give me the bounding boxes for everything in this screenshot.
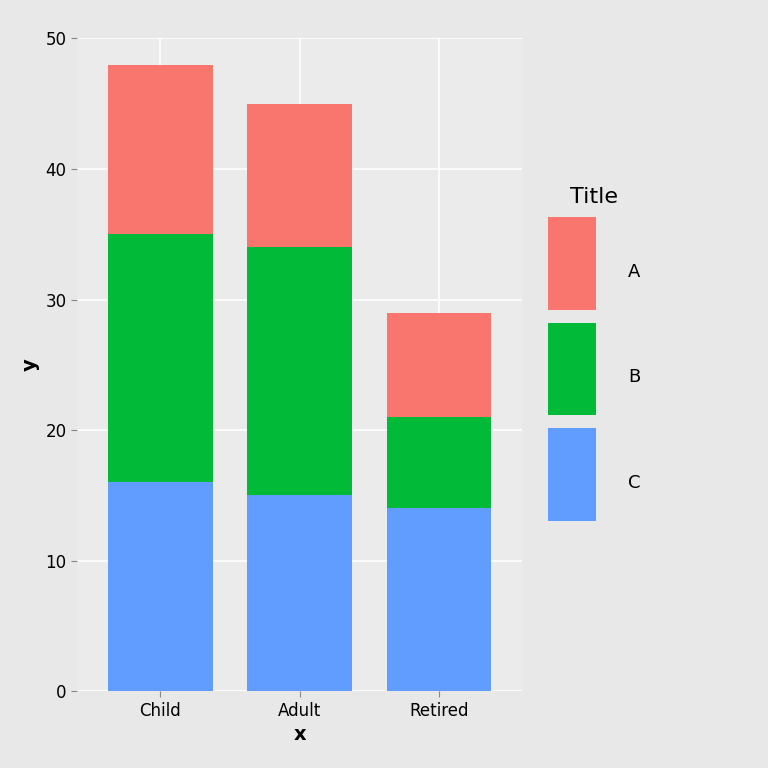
- Bar: [386, 508, 491, 691]
- Bar: [247, 247, 352, 495]
- Text: A: A: [628, 263, 641, 281]
- Bar: [247, 495, 352, 691]
- X-axis label: x: x: [293, 725, 306, 744]
- FancyBboxPatch shape: [548, 323, 596, 415]
- FancyBboxPatch shape: [548, 217, 596, 310]
- Bar: [108, 482, 213, 691]
- Y-axis label: y: y: [21, 359, 40, 371]
- Bar: [386, 313, 491, 417]
- Text: C: C: [628, 474, 641, 492]
- FancyBboxPatch shape: [548, 429, 596, 521]
- Bar: [247, 104, 352, 247]
- Text: B: B: [628, 369, 641, 386]
- Bar: [108, 234, 213, 482]
- Bar: [108, 65, 213, 234]
- Bar: [386, 417, 491, 508]
- Text: Title: Title: [570, 187, 617, 207]
